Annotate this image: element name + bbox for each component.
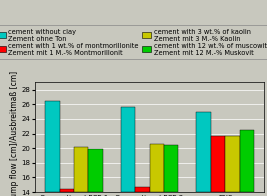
Bar xyxy=(164,144,178,192)
Bar xyxy=(121,107,135,192)
Bar xyxy=(60,189,74,192)
Bar xyxy=(150,144,164,192)
Legend: cement without clay
Zement ohne Ton, cement with 1 wt.% of montmorillonite
Zemen: cement without clay Zement ohne Ton, cem… xyxy=(0,25,267,59)
Y-axis label: slump flow [cm]/Ausbreitmaß [cm]: slump flow [cm]/Ausbreitmaß [cm] xyxy=(10,71,19,196)
Bar xyxy=(211,136,225,192)
Bar xyxy=(88,149,103,192)
Bar xyxy=(74,147,88,192)
Bar xyxy=(135,187,150,192)
Bar xyxy=(239,130,254,192)
Bar xyxy=(225,136,239,192)
Bar xyxy=(197,112,211,192)
Bar xyxy=(45,101,60,192)
